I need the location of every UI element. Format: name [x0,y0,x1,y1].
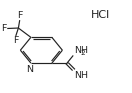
Text: F: F [1,24,7,33]
Text: NH: NH [74,70,88,80]
Text: F: F [17,11,22,20]
Text: 2: 2 [81,50,85,56]
Text: F: F [13,36,18,45]
Text: NH: NH [74,46,88,55]
Text: N: N [26,65,33,73]
Text: HCl: HCl [91,10,110,20]
